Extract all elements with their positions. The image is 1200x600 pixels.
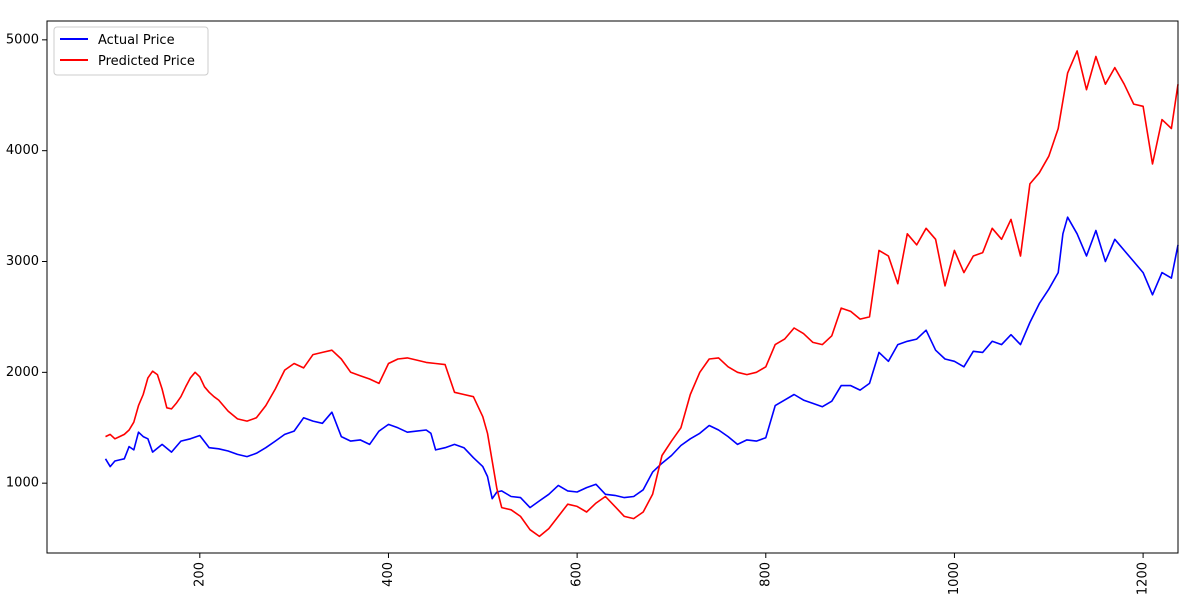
x-tick-label: 1200	[1136, 562, 1151, 595]
x-tick-label: 600	[570, 562, 585, 587]
x-tick-label: 200	[192, 562, 207, 587]
axes-frame	[46, 20, 1179, 554]
plot-area	[104, 50, 1179, 538]
x-tick-label: 800	[758, 562, 773, 587]
legend-label-predicted: Predicted Price	[98, 54, 195, 69]
legend-box	[53, 26, 209, 76]
series-line-actual-price	[104, 216, 1179, 509]
legend: Actual Price Predicted Price	[53, 26, 209, 76]
y-tick-label: 5000	[6, 32, 39, 47]
y-tick-label: 3000	[6, 254, 39, 269]
legend-label-actual: Actual Price	[98, 33, 175, 48]
series-line-predicted-price	[105, 50, 1179, 538]
y-tick-label: 4000	[6, 143, 39, 158]
y-tick-label: 1000	[6, 476, 39, 491]
axes: 200 400 600 800 1000 1200 1000 2000 3000 4000 5000	[6, 20, 1179, 595]
x-tick-label: 400	[381, 562, 396, 587]
y-tick-label: 2000	[6, 365, 39, 380]
x-tick-label: 1000	[947, 562, 962, 595]
